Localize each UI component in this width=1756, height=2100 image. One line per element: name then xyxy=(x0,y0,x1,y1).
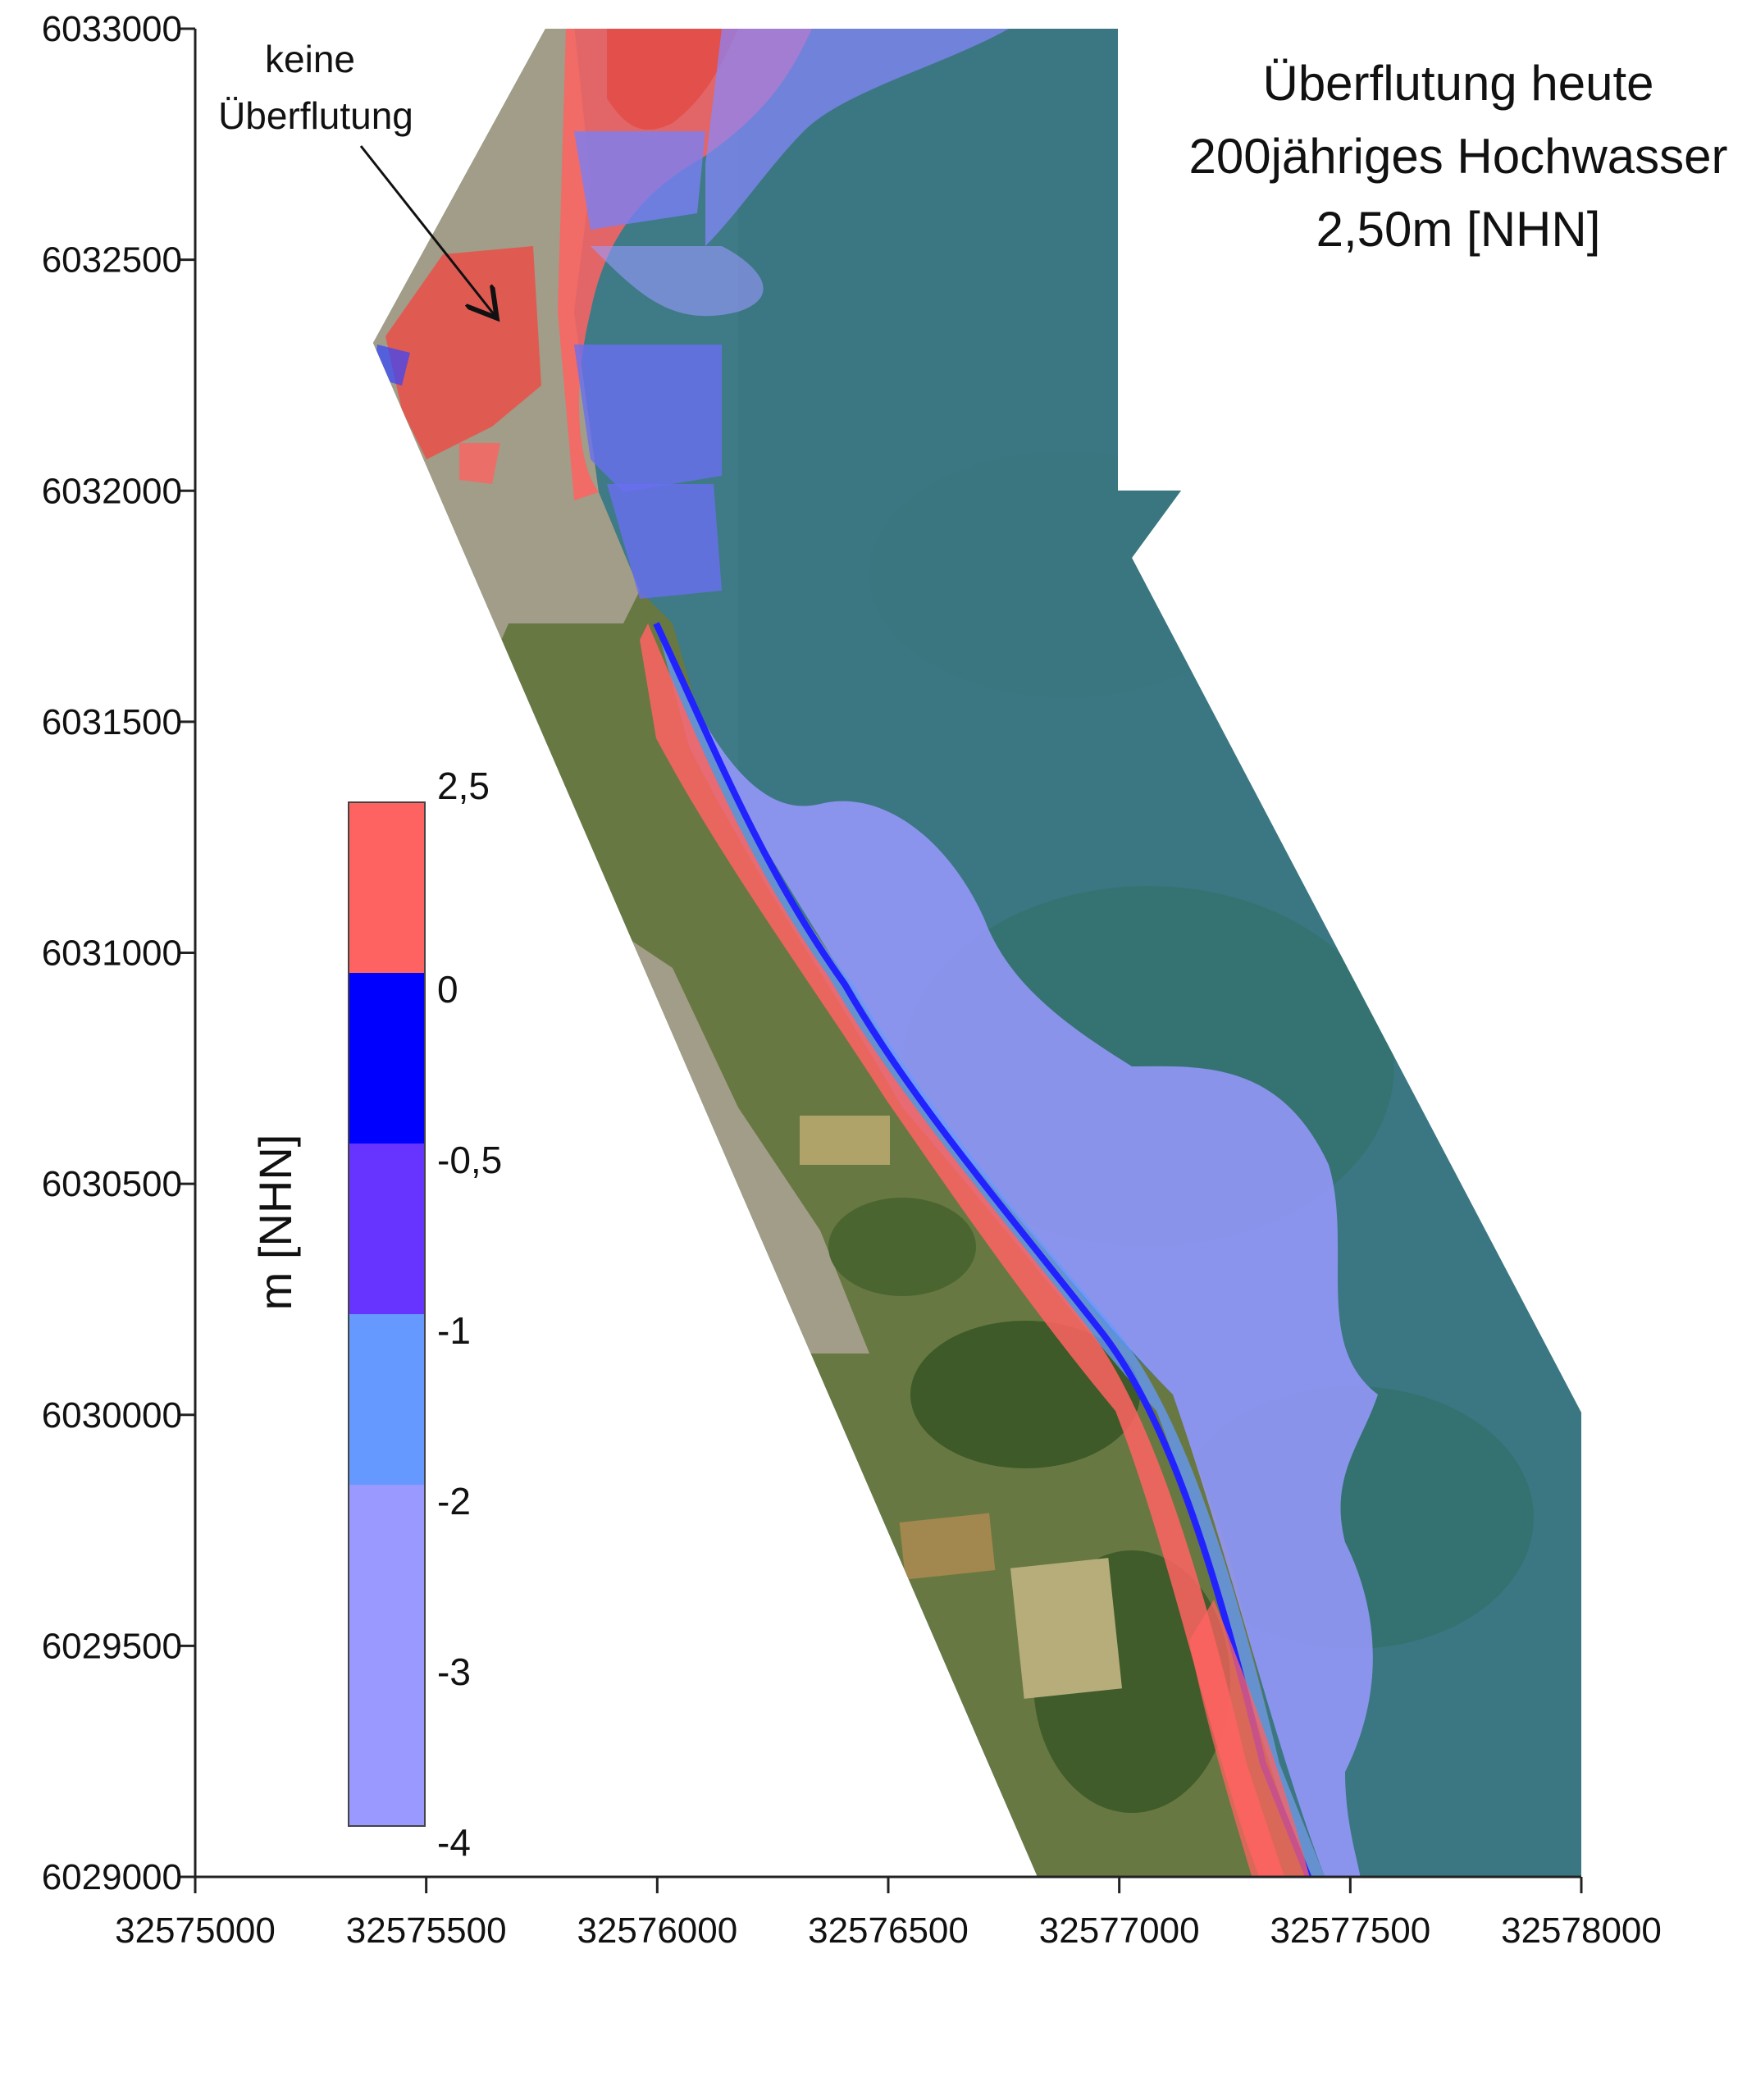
flood-zone-deep-blue xyxy=(653,622,1316,1877)
legend-swatch xyxy=(349,973,425,1144)
x-tick-label: 32578000 xyxy=(1501,1911,1662,1951)
forest-patch xyxy=(828,1198,976,1296)
annotation-keine-ueberflutung: keine Überflutung xyxy=(218,38,494,314)
legend-value-label: -0,5 xyxy=(437,1139,502,1181)
legend-value-label: -3 xyxy=(437,1650,471,1693)
y-tick-label: 6033000 xyxy=(42,9,182,49)
color-legend: 2,5 0 -0,5 -1 -2 -3 -4 m [NHN] xyxy=(249,765,502,1864)
sea-seagrass xyxy=(869,451,1263,697)
y-tick-label: 6029000 xyxy=(42,1857,182,1897)
flood-zone-shallow xyxy=(656,623,1378,1877)
flood-zone-red-south xyxy=(1189,1600,1312,1877)
map-image xyxy=(373,29,1581,1877)
legend-value-label: 2,5 xyxy=(437,765,490,807)
x-tick-label: 32577000 xyxy=(1039,1911,1200,1951)
legend-swatch xyxy=(349,1314,425,1485)
title-line-3: 2,50m [NHN] xyxy=(1316,202,1601,257)
y-tick-label: 6032000 xyxy=(42,471,182,511)
y-tick-label: 6030500 xyxy=(42,1164,182,1204)
y-tick-label: 6029500 xyxy=(42,1626,182,1666)
flood-zone-red-inland xyxy=(385,246,541,459)
legend-swatch xyxy=(349,1144,425,1314)
y-tick-label: 6031000 xyxy=(42,934,182,974)
y-tick-label: 6030000 xyxy=(42,1395,182,1436)
x-tick-label: 32575000 xyxy=(115,1911,276,1951)
legend-swatch xyxy=(349,1485,425,1826)
annotation-arrow xyxy=(359,145,494,314)
y-tick-label: 6032500 xyxy=(42,240,182,281)
harbour-blue xyxy=(574,345,722,492)
x-tick-label: 32575500 xyxy=(346,1911,507,1951)
flood-zone-red-coast xyxy=(640,623,1288,1877)
annotation-line-2: Überflutung xyxy=(218,94,413,137)
x-tick-label: 32576500 xyxy=(808,1911,969,1951)
y-axis-ticks: 6033000 6032500 6032000 6031500 6031000 60305… xyxy=(42,9,195,1897)
x-tick-label: 32576000 xyxy=(577,1911,737,1951)
field-patch xyxy=(899,1513,996,1580)
harbour-shallow xyxy=(591,246,764,317)
legend-labels: 2,5 0 -0,5 -1 -2 -3 -4 xyxy=(437,765,502,1864)
legend-outline xyxy=(348,801,426,1827)
field-patch xyxy=(1010,1558,1123,1699)
title-line-1: Überflutung heute xyxy=(1262,56,1653,111)
legend-swatch xyxy=(349,802,425,973)
y-tick-label: 6031500 xyxy=(42,702,182,742)
legend-value-label: -2 xyxy=(437,1480,471,1522)
harbour-blue xyxy=(705,29,1009,246)
field-patch xyxy=(800,1116,890,1165)
x-tick-label: 32577500 xyxy=(1270,1911,1430,1951)
legend-value-label: -4 xyxy=(437,1821,471,1864)
map-title: Überflutung heute 200jähriges Hochwasser… xyxy=(1188,56,1727,257)
flood-zone-red-town xyxy=(607,29,738,130)
harbour-blue xyxy=(607,484,722,599)
legend-value-label: 0 xyxy=(437,968,458,1011)
legend-bars xyxy=(348,801,426,1827)
legend-value-label: -1 xyxy=(437,1309,471,1352)
legend-unit-label: m [NHN] xyxy=(249,1134,301,1311)
title-line-2: 200jähriges Hochwasser xyxy=(1188,129,1727,184)
harbour-blue xyxy=(574,131,705,230)
annotation-line-1: keine xyxy=(265,38,355,80)
x-axis-ticks: 32575000 32575500 32576000 32576500 32577000… xyxy=(115,1877,1662,1951)
flood-zone-red-pond xyxy=(459,443,500,484)
